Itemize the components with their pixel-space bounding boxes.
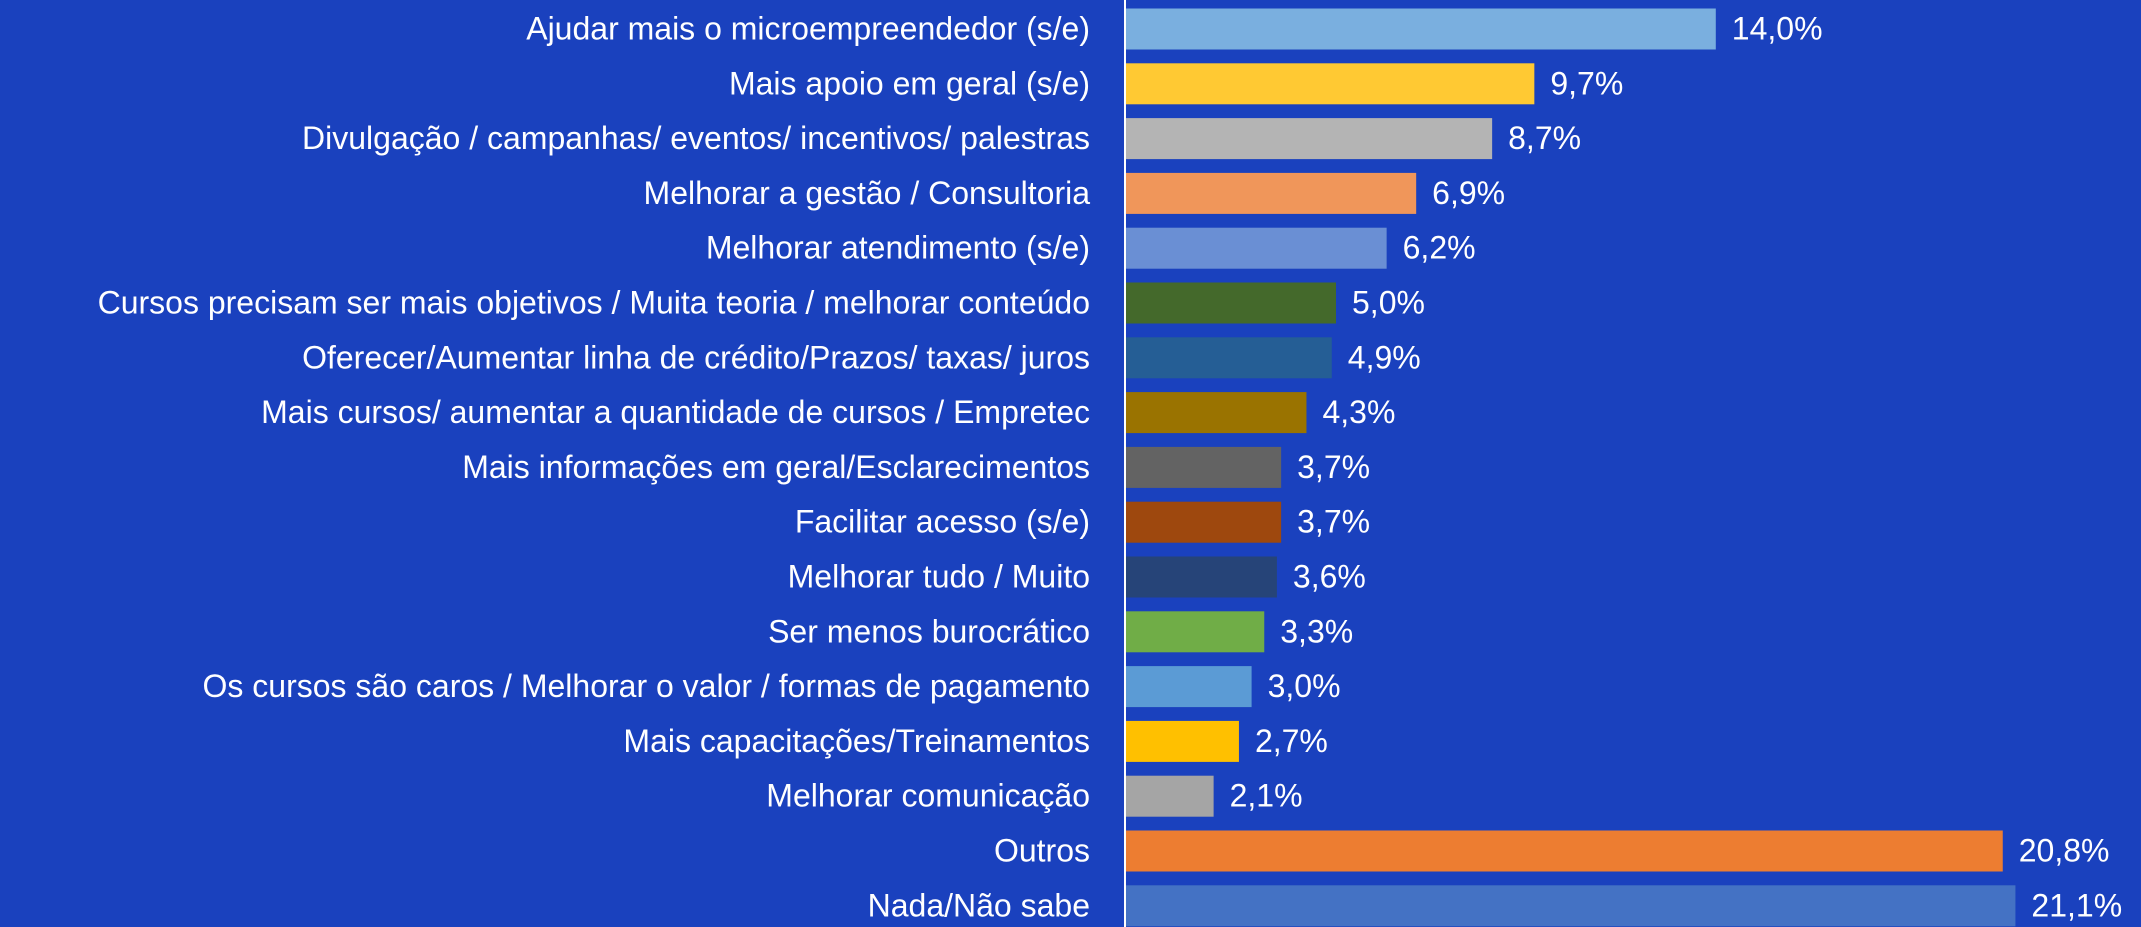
bar xyxy=(1125,392,1307,434)
category-label: Melhorar atendimento (s/e) xyxy=(706,230,1090,266)
data-label: 2,7% xyxy=(1255,723,1328,759)
data-label: 20,8% xyxy=(2019,832,2110,868)
data-label: 14,0% xyxy=(1732,10,1823,46)
bar xyxy=(1125,556,1277,598)
category-label: Mais apoio em geral (s/e) xyxy=(729,65,1090,101)
bar xyxy=(1125,775,1214,817)
category-label: Mais capacitações/Treinamentos xyxy=(623,723,1090,759)
bar xyxy=(1125,227,1387,269)
bar xyxy=(1125,172,1417,214)
bar xyxy=(1125,501,1282,543)
data-label: 3,3% xyxy=(1280,613,1353,649)
category-label: Os cursos são caros / Melhorar o valor /… xyxy=(203,668,1091,704)
bar xyxy=(1125,446,1282,488)
bar xyxy=(1125,337,1332,379)
category-label: Oferecer/Aumentar linha de crédito/Prazo… xyxy=(302,339,1090,375)
bar xyxy=(1125,666,1252,708)
bar xyxy=(1125,720,1239,762)
category-label: Ajudar mais o microempreendedor (s/e) xyxy=(526,10,1090,46)
data-label: 6,2% xyxy=(1403,230,1476,266)
data-label: 3,7% xyxy=(1297,449,1370,485)
data-label: 3,6% xyxy=(1293,558,1366,594)
data-label: 21,1% xyxy=(2031,887,2122,923)
bar xyxy=(1125,63,1535,105)
category-label: Nada/Não sabe xyxy=(868,887,1090,923)
category-label: Melhorar tudo / Muito xyxy=(788,558,1090,594)
category-label: Mais informações em geral/Esclarecimento… xyxy=(462,449,1090,485)
category-label: Outros xyxy=(994,832,1090,868)
data-label: 9,7% xyxy=(1550,65,1623,101)
category-label: Divulgação / campanhas/ eventos/ incenti… xyxy=(302,120,1090,156)
data-label: 6,9% xyxy=(1432,175,1505,211)
bar xyxy=(1125,8,1716,50)
data-label: 4,3% xyxy=(1322,394,1395,430)
data-label: 2,1% xyxy=(1230,778,1303,814)
category-label: Melhorar comunicação xyxy=(766,778,1090,814)
bar xyxy=(1125,611,1265,653)
data-label: 3,7% xyxy=(1297,504,1370,540)
bar xyxy=(1125,282,1336,324)
data-label: 5,0% xyxy=(1352,284,1425,320)
bar xyxy=(1125,830,2003,872)
data-label: 3,0% xyxy=(1268,668,1341,704)
data-label: 4,9% xyxy=(1348,339,1421,375)
category-label: Mais cursos/ aumentar a quantidade de cu… xyxy=(261,394,1090,430)
data-label: 8,7% xyxy=(1508,120,1581,156)
category-label: Melhorar a gestão / Consultoria xyxy=(644,175,1091,211)
category-label: Facilitar acesso (s/e) xyxy=(795,504,1090,540)
category-label: Cursos precisam ser mais objetivos / Mui… xyxy=(98,284,1090,320)
bar xyxy=(1125,118,1493,160)
bar xyxy=(1125,885,2016,927)
category-label: Ser menos burocrático xyxy=(768,613,1090,649)
